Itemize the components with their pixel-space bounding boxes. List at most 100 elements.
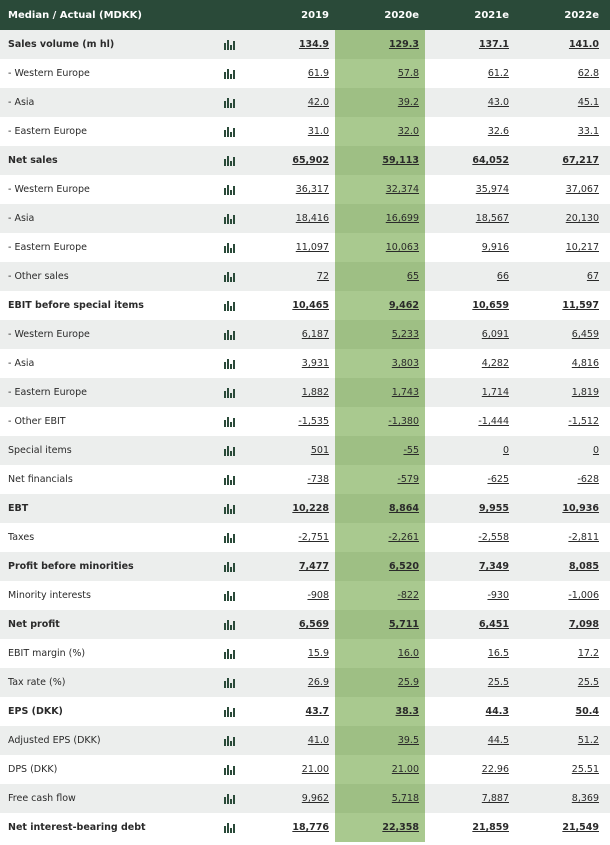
- value[interactable]: 3,803: [391, 358, 419, 369]
- value[interactable]: 9,955: [478, 503, 509, 514]
- value[interactable]: 129.3: [388, 39, 419, 50]
- value[interactable]: 57.8: [397, 68, 419, 79]
- value[interactable]: 18,567: [475, 213, 509, 224]
- chart-icon[interactable]: [224, 68, 236, 79]
- value[interactable]: 65: [406, 271, 419, 282]
- chart-icon[interactable]: [224, 503, 236, 514]
- value[interactable]: 31.0: [307, 126, 329, 137]
- value[interactable]: 10,228: [292, 503, 329, 514]
- value[interactable]: 25.5: [577, 677, 599, 688]
- value[interactable]: 51.2: [577, 735, 599, 746]
- chart-icon[interactable]: [224, 561, 236, 572]
- value[interactable]: 16,699: [385, 213, 419, 224]
- chart-icon[interactable]: [224, 97, 236, 108]
- value[interactable]: 67,217: [562, 155, 599, 166]
- chart-icon[interactable]: [224, 648, 236, 659]
- value[interactable]: 36,317: [295, 184, 329, 195]
- value[interactable]: 8,369: [571, 793, 599, 804]
- value[interactable]: -2,751: [298, 532, 329, 543]
- value[interactable]: 44.3: [485, 706, 509, 717]
- value[interactable]: 137.1: [478, 39, 509, 50]
- value[interactable]: 134.9: [298, 39, 329, 50]
- value[interactable]: 8,864: [388, 503, 419, 514]
- value[interactable]: 5,233: [391, 329, 419, 340]
- chart-icon[interactable]: [224, 619, 236, 630]
- chart-icon[interactable]: [224, 126, 236, 137]
- value[interactable]: 32,374: [385, 184, 419, 195]
- value[interactable]: 6,459: [571, 329, 599, 340]
- value[interactable]: 10,217: [565, 242, 599, 253]
- value[interactable]: 72: [316, 271, 329, 282]
- value[interactable]: -1,006: [568, 590, 599, 601]
- value[interactable]: 33.1: [577, 126, 599, 137]
- value[interactable]: 9,916: [481, 242, 509, 253]
- value[interactable]: 43.0: [487, 97, 509, 108]
- value[interactable]: 37,067: [565, 184, 599, 195]
- value[interactable]: 35,974: [475, 184, 509, 195]
- chart-icon[interactable]: [224, 590, 236, 601]
- value[interactable]: 6,091: [481, 329, 509, 340]
- value[interactable]: 16.0: [397, 648, 419, 659]
- value[interactable]: 39.2: [397, 97, 419, 108]
- value[interactable]: 4,816: [571, 358, 599, 369]
- value[interactable]: -1,380: [388, 416, 419, 427]
- chart-icon[interactable]: [224, 39, 236, 50]
- chart-icon[interactable]: [224, 358, 236, 369]
- chart-icon[interactable]: [224, 329, 236, 340]
- value[interactable]: 15.9: [307, 648, 329, 659]
- value[interactable]: 8,085: [568, 561, 599, 572]
- chart-icon[interactable]: [224, 677, 236, 688]
- value[interactable]: 11,097: [295, 242, 329, 253]
- value[interactable]: 6,520: [388, 561, 419, 572]
- value[interactable]: 61.2: [487, 68, 509, 79]
- chart-icon[interactable]: [224, 242, 236, 253]
- value[interactable]: -738: [307, 474, 329, 485]
- value[interactable]: -908: [307, 590, 329, 601]
- value[interactable]: 67: [586, 271, 599, 282]
- value[interactable]: 17.2: [577, 648, 599, 659]
- value[interactable]: 7,349: [478, 561, 509, 572]
- value[interactable]: 25.5: [487, 677, 509, 688]
- chart-icon[interactable]: [224, 155, 236, 166]
- value[interactable]: 1,819: [571, 387, 599, 398]
- value[interactable]: 25.51: [571, 764, 599, 775]
- chart-icon[interactable]: [224, 532, 236, 543]
- value[interactable]: 32.6: [487, 126, 509, 137]
- value[interactable]: 64,052: [472, 155, 509, 166]
- value[interactable]: 6,569: [298, 619, 329, 630]
- chart-icon[interactable]: [224, 445, 236, 456]
- value[interactable]: 16.5: [487, 648, 509, 659]
- value[interactable]: 11,597: [562, 300, 599, 311]
- value[interactable]: 61.9: [307, 68, 329, 79]
- chart-icon[interactable]: [224, 822, 236, 833]
- value[interactable]: 42.0: [307, 97, 329, 108]
- value[interactable]: -2,261: [388, 532, 419, 543]
- value[interactable]: -2,558: [478, 532, 509, 543]
- value[interactable]: 39.5: [397, 735, 419, 746]
- chart-icon[interactable]: [224, 735, 236, 746]
- value[interactable]: -55: [403, 445, 419, 456]
- value[interactable]: 0: [592, 445, 599, 456]
- value[interactable]: 18,416: [295, 213, 329, 224]
- chart-icon[interactable]: [224, 184, 236, 195]
- value[interactable]: 41.0: [307, 735, 329, 746]
- value[interactable]: 141.0: [568, 39, 599, 50]
- chart-icon[interactable]: [224, 706, 236, 717]
- value[interactable]: 18,776: [292, 822, 329, 833]
- value[interactable]: 21.00: [301, 764, 329, 775]
- value[interactable]: 22,358: [382, 822, 419, 833]
- chart-icon[interactable]: [224, 793, 236, 804]
- value[interactable]: 1,743: [391, 387, 419, 398]
- value[interactable]: 62.8: [577, 68, 599, 79]
- value[interactable]: 25.9: [397, 677, 419, 688]
- value[interactable]: 5,711: [388, 619, 419, 630]
- value[interactable]: 9,462: [388, 300, 419, 311]
- value[interactable]: -625: [487, 474, 509, 485]
- value[interactable]: 501: [310, 445, 329, 456]
- value[interactable]: 10,063: [385, 242, 419, 253]
- value[interactable]: -579: [397, 474, 419, 485]
- chart-icon[interactable]: [224, 416, 236, 427]
- value[interactable]: -2,811: [568, 532, 599, 543]
- value[interactable]: 59,113: [382, 155, 419, 166]
- value[interactable]: 1,882: [301, 387, 329, 398]
